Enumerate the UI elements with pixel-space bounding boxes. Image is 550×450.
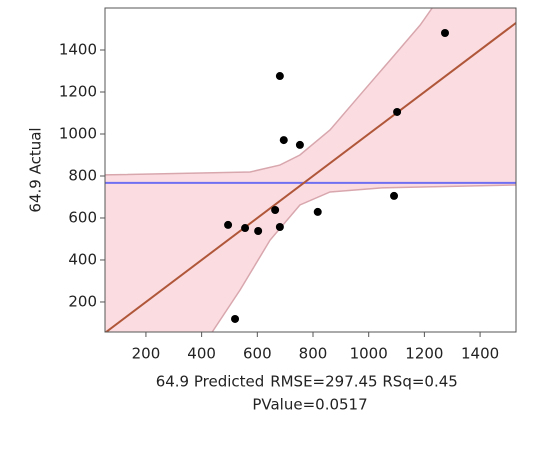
annotation: PValue=0.0517 (252, 396, 367, 414)
x-axis-label: 64.9 Predicted (156, 373, 265, 391)
confidence-upper (105, 8, 433, 176)
confidence-band (105, 8, 516, 332)
fit-line (105, 22, 516, 332)
y-tick-label: 1000 (59, 124, 97, 142)
plot-area (105, 8, 516, 332)
point (231, 314, 240, 323)
point (275, 72, 284, 81)
point (254, 226, 263, 235)
point (393, 107, 402, 116)
point (271, 206, 280, 215)
point (295, 140, 304, 149)
point (275, 223, 284, 232)
y-tick-label: 200 (68, 292, 97, 310)
x-tick-label: 1000 (350, 345, 388, 363)
x-tick-label: 800 (299, 345, 328, 363)
point (440, 28, 449, 37)
x-tick-label: 1400 (461, 345, 499, 363)
confidence-lower (211, 184, 516, 332)
y-tick-label: 400 (68, 250, 97, 268)
point (390, 191, 399, 200)
x-tick-label: 1200 (405, 345, 443, 363)
y-tick-label: 800 (68, 166, 97, 184)
y-tick-label: 1200 (59, 82, 97, 100)
x-tick-label: 400 (187, 345, 216, 363)
plot-frame (104, 7, 517, 333)
point (313, 207, 322, 216)
y-tick-label: 600 (68, 208, 97, 226)
y-axis-label: 64.9 Actual (27, 127, 45, 212)
point (224, 220, 233, 229)
point (279, 136, 288, 145)
x-tick-label: 200 (132, 345, 161, 363)
point (241, 224, 250, 233)
x-tick-label: 600 (243, 345, 272, 363)
y-tick-label: 1400 (59, 40, 97, 58)
annotation: RMSE=297.45 RSq=0.45 (270, 373, 458, 391)
